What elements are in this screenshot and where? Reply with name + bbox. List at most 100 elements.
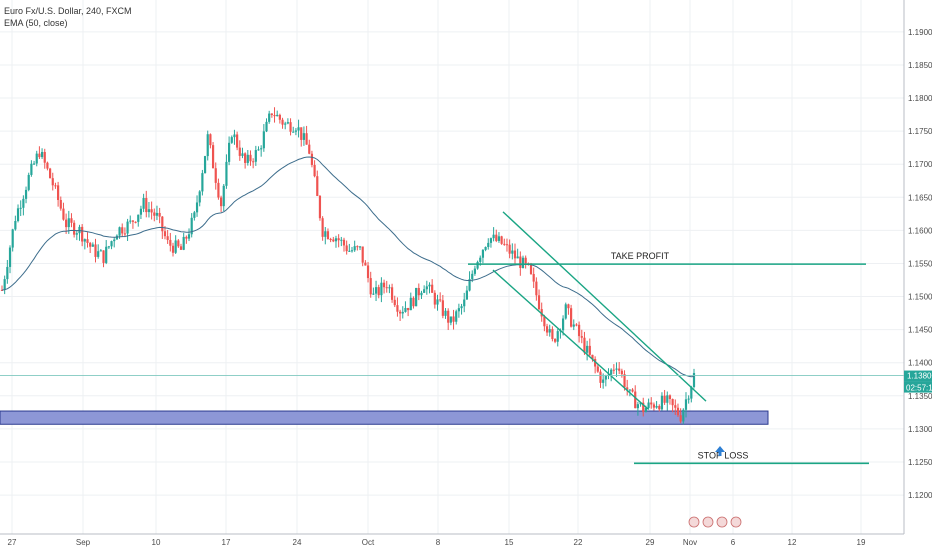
candle-body bbox=[636, 404, 639, 409]
event-flag-icon bbox=[716, 516, 728, 528]
candle-body bbox=[137, 214, 140, 222]
candle-body bbox=[415, 287, 418, 307]
candle-body bbox=[102, 250, 105, 263]
candle-body bbox=[583, 337, 586, 353]
candle-body bbox=[481, 249, 485, 258]
price-tick-label: 1.15500 bbox=[908, 259, 932, 268]
candle-body bbox=[308, 144, 311, 154]
candle-body bbox=[214, 168, 217, 183]
time-tick-label: 29 bbox=[646, 538, 655, 547]
price-tick-label: 1.14000 bbox=[908, 359, 932, 368]
candle-body bbox=[489, 238, 493, 243]
time-tick-label: 27 bbox=[8, 538, 17, 547]
candle-body bbox=[516, 256, 519, 259]
candle-body bbox=[484, 246, 487, 250]
current-price-tag bbox=[904, 370, 932, 382]
candle-body bbox=[407, 307, 410, 311]
candle-body bbox=[618, 368, 621, 371]
candle-body bbox=[292, 131, 295, 133]
candle-body bbox=[457, 308, 460, 312]
candle-body bbox=[511, 250, 514, 254]
candle-body bbox=[575, 324, 578, 326]
candle-body bbox=[230, 137, 233, 143]
candle-body bbox=[62, 208, 65, 220]
candle-body bbox=[228, 142, 231, 162]
candle-body bbox=[57, 185, 60, 200]
candle-body bbox=[350, 250, 354, 252]
candle-body bbox=[219, 197, 223, 207]
candle-body bbox=[545, 326, 549, 333]
candle-body bbox=[225, 161, 228, 186]
price-tick-label: 1.14500 bbox=[908, 326, 932, 335]
candle-body bbox=[169, 239, 172, 246]
candle-body bbox=[270, 113, 273, 115]
candle-body bbox=[209, 134, 212, 146]
candle-body bbox=[179, 246, 183, 250]
candle-body bbox=[644, 407, 648, 413]
candle-body bbox=[252, 161, 255, 163]
price-tick-label: 1.16500 bbox=[908, 193, 932, 202]
candle-body bbox=[257, 149, 260, 151]
candlestick-series bbox=[0, 107, 696, 425]
candle-body bbox=[495, 234, 498, 241]
candle-body bbox=[503, 243, 506, 245]
price-axis[interactable]: 1.19000 1.18500 1.18000 1.17500 1.17000 1.165… bbox=[903, 0, 932, 534]
candle-body bbox=[342, 239, 346, 246]
candle-body bbox=[425, 286, 428, 290]
candle-body bbox=[439, 299, 442, 301]
price-tick-label: 1.15000 bbox=[908, 293, 932, 302]
time-tick-label: 12 bbox=[788, 538, 797, 547]
candle-body bbox=[81, 226, 84, 242]
candle-body bbox=[492, 234, 495, 239]
candle-body bbox=[479, 257, 482, 262]
up-arrow-icon bbox=[715, 446, 725, 456]
candle-body bbox=[436, 299, 439, 305]
candle-body bbox=[524, 257, 527, 264]
time-tick-label: 17 bbox=[222, 538, 231, 547]
candle-body bbox=[24, 189, 28, 199]
candle-body bbox=[326, 231, 330, 240]
candle-body bbox=[455, 311, 458, 322]
candle-body bbox=[380, 282, 383, 296]
price-tick-label: 1.12000 bbox=[908, 491, 932, 500]
candle-body bbox=[73, 222, 76, 235]
candle-body bbox=[310, 153, 314, 165]
candle-body bbox=[465, 290, 468, 300]
candle-body bbox=[48, 168, 52, 179]
candle-body bbox=[537, 295, 541, 310]
candle-body bbox=[190, 217, 193, 235]
time-axis[interactable]: 27 Sep 10 17 24 Oct 8 15 22 29 Nov 6 12 19 bbox=[0, 533, 904, 547]
candle-body bbox=[302, 133, 306, 140]
candle-body bbox=[658, 405, 661, 410]
annotations: TAKE PROFIT STOP LOSS bbox=[0, 211, 904, 528]
candle-body bbox=[89, 242, 92, 247]
candle-body bbox=[123, 233, 127, 235]
price-tick-label: 1.17000 bbox=[908, 160, 932, 169]
price-tick-label: 1.17500 bbox=[908, 127, 932, 136]
candle-body bbox=[38, 153, 41, 158]
candle-body bbox=[682, 409, 685, 422]
candle-body bbox=[586, 345, 589, 353]
take-profit-label: TAKE PROFIT bbox=[611, 251, 670, 261]
candle-body bbox=[273, 114, 276, 117]
candle-body bbox=[187, 234, 191, 239]
candle-body bbox=[262, 131, 265, 149]
candle-body bbox=[94, 244, 97, 257]
candle-body bbox=[22, 198, 25, 208]
countdown-value: 02:57:19 bbox=[906, 384, 932, 393]
candle-body bbox=[460, 306, 463, 309]
current-price-value: 1.13806 bbox=[907, 372, 932, 381]
candle-body bbox=[284, 123, 287, 125]
candle-body bbox=[27, 174, 30, 190]
candle-body bbox=[193, 212, 196, 218]
candle-body bbox=[626, 387, 629, 390]
candle-body bbox=[372, 293, 375, 295]
candle-body bbox=[211, 145, 215, 169]
candle-body bbox=[655, 405, 658, 408]
candle-body bbox=[150, 209, 153, 213]
candle-body bbox=[182, 236, 185, 250]
price-tick-label: 1.16000 bbox=[908, 226, 932, 235]
channel-upper-line bbox=[502, 211, 707, 402]
candle-body bbox=[134, 221, 137, 223]
